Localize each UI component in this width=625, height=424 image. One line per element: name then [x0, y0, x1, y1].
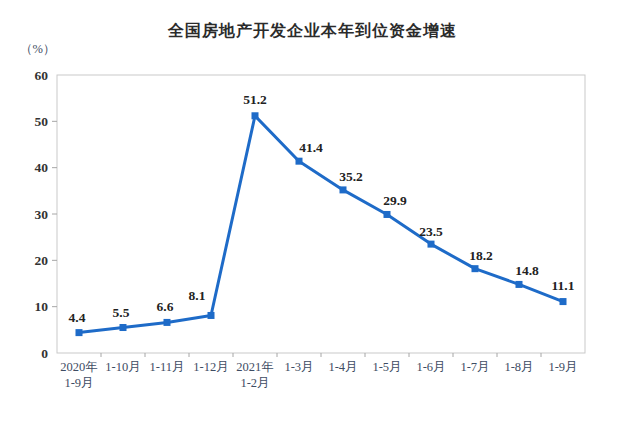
data-point-marker	[296, 158, 303, 165]
data-point-marker	[384, 211, 391, 218]
data-point-marker	[76, 329, 83, 336]
x-tick-label: 1-4月	[328, 360, 357, 374]
y-tick-label: 40	[35, 160, 49, 175]
x-tick-label: 1-6月	[416, 360, 445, 374]
x-tick-label: 1-7月	[460, 360, 489, 374]
data-point-label: 51.2	[243, 92, 267, 107]
line-chart-canvas: 0 10 20 30 40 50 60 2020年1-9月 1-10月 1-11月 1-12月 202…	[0, 0, 625, 424]
data-point-label: 14.8	[515, 263, 539, 278]
data-point-label: 8.1	[189, 288, 206, 303]
data-point-label: 29.9	[383, 193, 407, 208]
x-tick-label: 1-11月	[150, 360, 185, 374]
data-point-marker	[208, 312, 215, 319]
data-point-label: 35.2	[339, 169, 363, 184]
data-point-marker	[164, 319, 171, 326]
y-tick-label: 20	[35, 253, 49, 268]
y-tick-label: 0	[41, 346, 48, 361]
data-point-label: 23.5	[419, 224, 443, 239]
x-tick-label: 2020年1-9月	[60, 360, 98, 390]
x-tick-label: 1-10月	[105, 360, 140, 374]
data-point-marker	[340, 186, 347, 193]
x-tick-label: 2021年1-2月	[236, 360, 274, 390]
x-tick-label: 1-9月	[548, 360, 577, 374]
data-point-marker	[472, 265, 479, 272]
data-point-marker	[560, 298, 567, 305]
data-point-label: 6.6	[157, 299, 174, 314]
y-tick-label: 60	[35, 68, 49, 83]
data-point-marker	[252, 112, 259, 119]
data-point-label: 18.2	[469, 248, 493, 263]
x-tick-label: 1-8月	[504, 360, 533, 374]
y-tick-label: 50	[35, 114, 49, 129]
data-point-label: 41.4	[299, 140, 323, 155]
data-point-marker	[120, 324, 127, 331]
y-tick-label: 30	[35, 207, 49, 222]
data-point-label: 11.1	[552, 278, 575, 293]
data-point-marker	[516, 281, 523, 288]
y-tick-label: 10	[35, 299, 49, 314]
plot-border	[57, 75, 585, 353]
x-tick-label: 1-12月	[193, 360, 228, 374]
data-point-label: 4.4	[69, 310, 86, 325]
x-tick-label: 1-5月	[372, 360, 401, 374]
data-point-marker	[428, 241, 435, 248]
line-chart-figure: 全国房地产开发企业本年到位资金增速 （%） 01020304050602020年…	[0, 0, 625, 424]
x-tick-label: 1-3月	[284, 360, 313, 374]
data-point-label: 5.5	[113, 305, 130, 320]
